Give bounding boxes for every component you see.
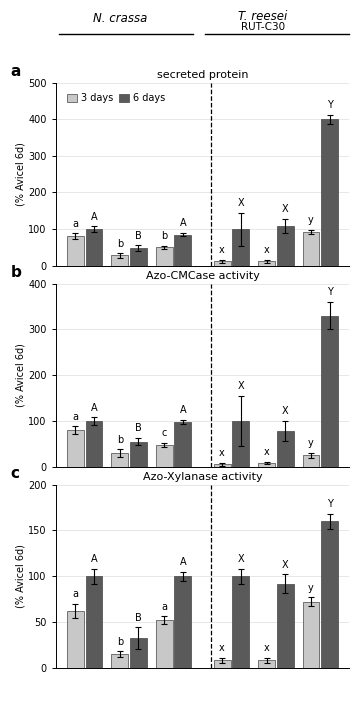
Bar <box>321 521 338 668</box>
Bar <box>302 602 319 668</box>
Text: b: b <box>161 231 167 241</box>
Text: b: b <box>10 265 21 280</box>
Bar <box>130 638 147 668</box>
Text: X: X <box>237 381 244 391</box>
Bar <box>67 430 84 467</box>
Bar <box>111 256 128 266</box>
Bar <box>175 235 192 266</box>
Bar <box>232 229 249 266</box>
Text: A: A <box>180 557 186 567</box>
Bar <box>86 421 103 467</box>
Title: Azo-Xylanase activity: Azo-Xylanase activity <box>143 472 262 482</box>
Text: N. crassa: N. crassa <box>93 12 148 25</box>
Legend: 3 days, 6 days: 3 days, 6 days <box>64 89 169 107</box>
Bar <box>130 248 147 266</box>
Bar <box>156 444 173 467</box>
Bar <box>67 236 84 266</box>
Text: c: c <box>10 466 19 481</box>
Text: c: c <box>162 429 167 438</box>
Bar <box>321 119 338 266</box>
Bar <box>213 661 230 668</box>
Text: b: b <box>117 637 123 647</box>
Text: x: x <box>219 449 225 459</box>
Text: y: y <box>308 583 314 592</box>
Y-axis label: (% Avicel 6d): (% Avicel 6d) <box>15 142 26 206</box>
Bar <box>86 229 103 266</box>
Bar <box>175 577 192 668</box>
Text: A: A <box>91 554 97 564</box>
Y-axis label: (% Avicel 6d): (% Avicel 6d) <box>15 343 26 407</box>
Bar <box>232 421 249 467</box>
Text: b: b <box>117 238 123 248</box>
Bar <box>232 577 249 668</box>
Text: X: X <box>282 204 288 214</box>
Bar <box>258 463 275 467</box>
Text: b: b <box>117 434 123 444</box>
Text: y: y <box>308 215 314 225</box>
Text: X: X <box>282 560 288 570</box>
Text: x: x <box>219 246 225 255</box>
Text: y: y <box>308 439 314 448</box>
Title: secreted protein: secreted protein <box>157 70 248 80</box>
Bar <box>111 453 128 467</box>
Bar <box>258 661 275 668</box>
Bar <box>277 584 294 668</box>
Text: Y: Y <box>327 287 333 297</box>
Bar <box>321 316 338 467</box>
Bar <box>277 431 294 467</box>
Text: B: B <box>135 424 142 433</box>
Bar <box>156 620 173 668</box>
Text: RUT-C30: RUT-C30 <box>241 22 285 32</box>
Bar <box>213 261 230 266</box>
Text: a: a <box>72 589 78 599</box>
Text: a: a <box>10 64 21 79</box>
Text: X: X <box>237 554 244 564</box>
Text: Y: Y <box>327 101 333 111</box>
Title: Azo-CMCase activity: Azo-CMCase activity <box>145 271 260 281</box>
Text: Y: Y <box>327 499 333 509</box>
Text: x: x <box>264 246 269 255</box>
Text: a: a <box>72 219 78 229</box>
Text: X: X <box>237 198 244 208</box>
Text: B: B <box>135 613 142 623</box>
Bar <box>175 422 192 467</box>
Bar <box>302 232 319 266</box>
Text: a: a <box>72 412 78 422</box>
Bar <box>302 455 319 467</box>
Bar <box>213 465 230 467</box>
Bar <box>156 247 173 266</box>
Text: a: a <box>161 602 167 612</box>
Bar <box>277 226 294 266</box>
Text: A: A <box>91 403 97 413</box>
Text: x: x <box>219 643 225 653</box>
Text: A: A <box>180 405 186 415</box>
Y-axis label: (% Avicel 6d): (% Avicel 6d) <box>15 544 26 608</box>
Bar <box>86 577 103 668</box>
Text: x: x <box>264 447 269 457</box>
Text: A: A <box>180 218 186 228</box>
Text: T. reesei: T. reesei <box>238 10 287 23</box>
Bar <box>67 611 84 668</box>
Text: B: B <box>135 230 142 241</box>
Bar <box>111 654 128 668</box>
Text: x: x <box>264 643 269 653</box>
Bar <box>130 442 147 467</box>
Text: A: A <box>91 212 97 222</box>
Text: X: X <box>282 406 288 416</box>
Bar <box>258 261 275 266</box>
